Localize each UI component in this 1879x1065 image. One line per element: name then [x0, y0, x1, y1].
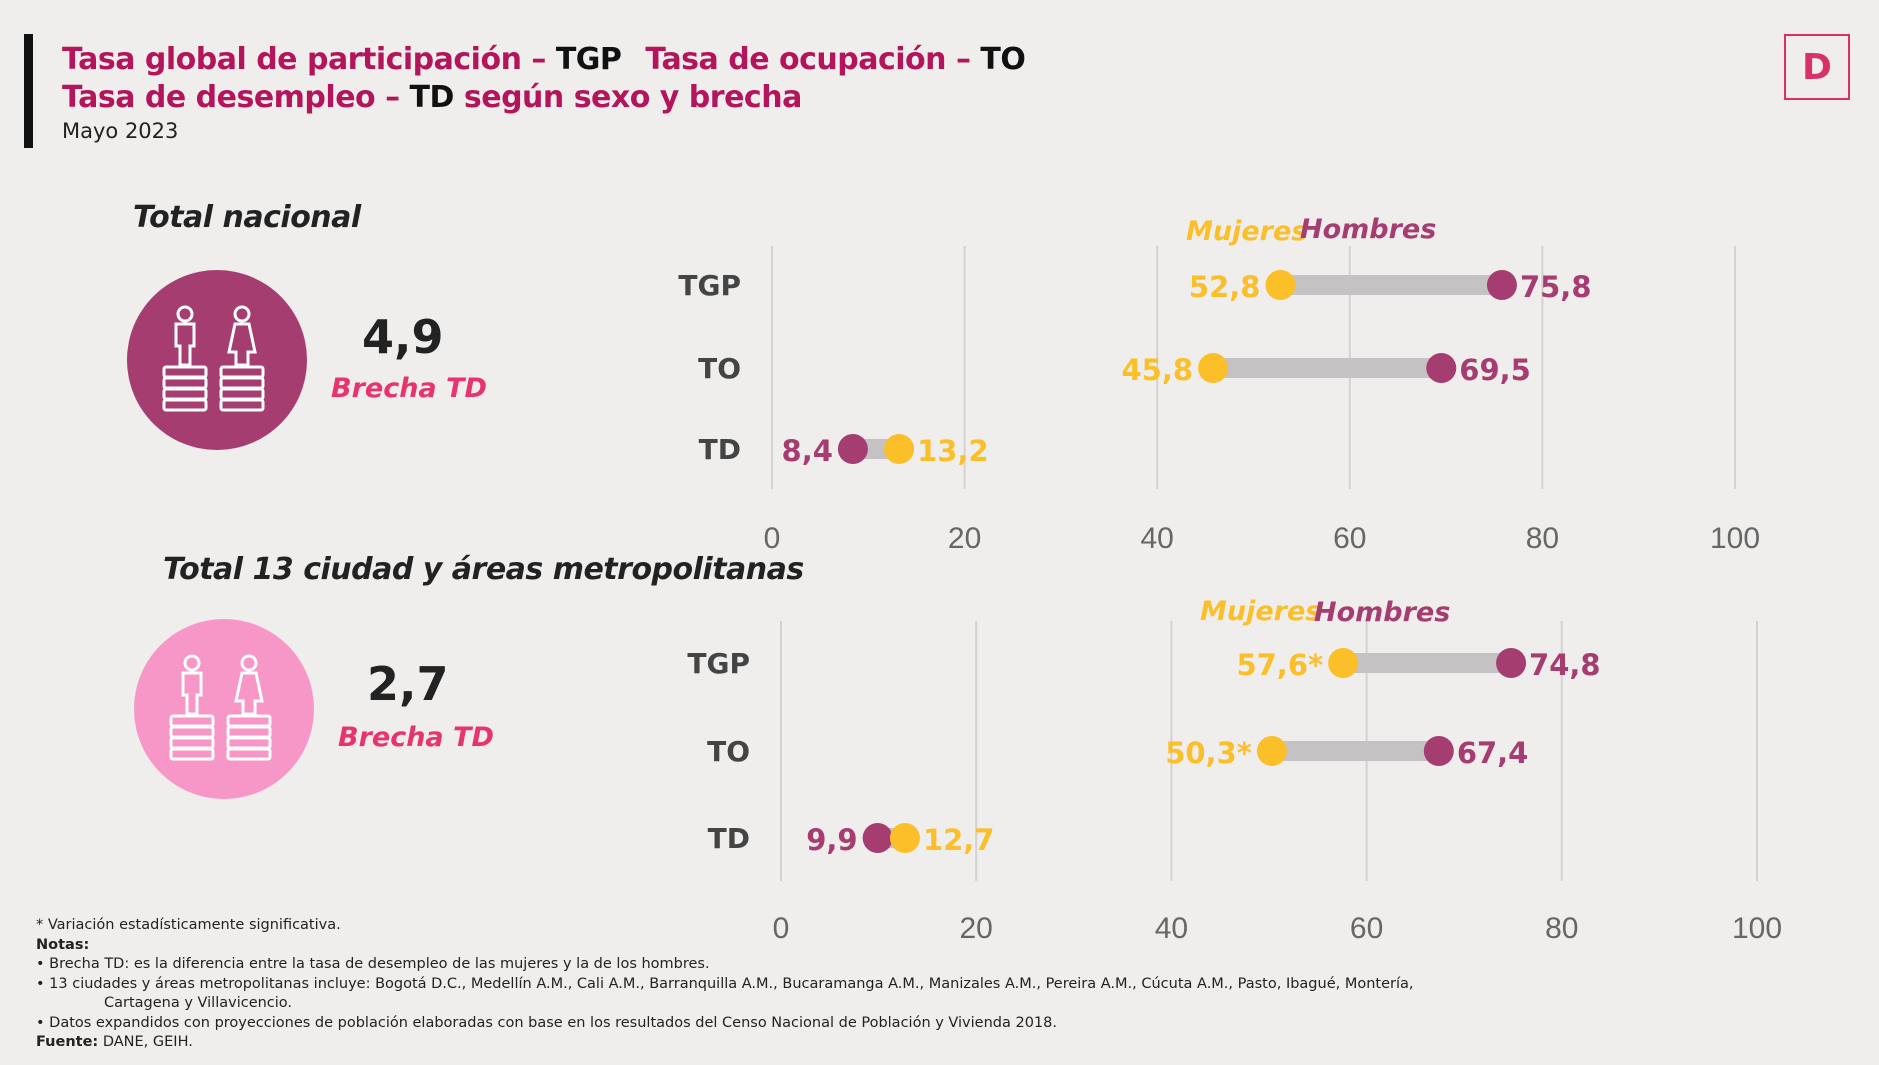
dot-hombres [1496, 648, 1527, 678]
value-label-mujeres: 50,3* [1165, 736, 1252, 770]
woman-head [233, 305, 251, 323]
note-3: • Datos expandidos con proyecciones de p… [36, 1014, 1057, 1031]
row-label-tgp: TGP [687, 647, 750, 680]
title-tgp: Tasa global de participación – [62, 42, 556, 77]
logo-letter: D [1802, 46, 1832, 88]
man-body [174, 322, 196, 367]
source: Fuente: DANE, GEIH. [36, 1033, 1414, 1053]
dot-mujeres [1265, 270, 1296, 300]
dot-hombres [1426, 353, 1457, 383]
row-label-td: TD [699, 433, 741, 466]
value-label-mujeres: 52,8 [1189, 270, 1261, 304]
dot-hombres [837, 434, 868, 464]
title-to-abbr: TO [980, 42, 1026, 77]
section-title-ciudades: Total 13 ciudad y áreas metropolitanas [163, 552, 804, 587]
x-tick-label: 100 [1710, 522, 1760, 555]
note-2: • 13 ciudades y áreas metropolitanas inc… [36, 975, 1414, 992]
woman-body [234, 671, 264, 716]
man-head [176, 305, 194, 323]
title-td-suffix: según sexo y brecha [453, 80, 802, 115]
row-label-td: TD [708, 822, 750, 855]
note-significance: * Variación estadísticamente significati… [36, 917, 341, 933]
x-tick-label: 60 [1350, 912, 1383, 945]
x-tick-label: 60 [1333, 522, 1366, 555]
row-label-to: TO [698, 352, 741, 385]
dot-hombres [1423, 736, 1454, 766]
coin [219, 398, 265, 412]
brecha-value-ciudades: 2,7 [367, 657, 449, 711]
man-body [181, 671, 203, 716]
x-tick-label: 80 [1545, 912, 1578, 945]
notes-label: Notas: [36, 936, 90, 953]
source-label: Fuente: [36, 1034, 99, 1050]
brecha-value-nacional: 4,9 [362, 310, 444, 364]
legend-mujeres: Mujeres [1186, 216, 1307, 247]
title-to: Tasa de ocupación – [645, 42, 981, 77]
dot-mujeres [1328, 648, 1359, 678]
value-label-hombres: 8,4 [782, 434, 833, 468]
page-title-line2: Tasa de desempleo – TD según sexo y brec… [62, 80, 802, 115]
row-label-tgp: TGP [678, 269, 741, 302]
x-tick-label: 0 [773, 912, 790, 945]
value-label-mujeres: 12,7 [923, 823, 995, 857]
value-label-mujeres: 13,2 [917, 434, 989, 468]
x-tick-label: 0 [764, 522, 781, 555]
value-label-hombres: 67,4 [1457, 736, 1529, 770]
men-women-coins-icon [127, 270, 307, 450]
dot-mujeres [889, 823, 920, 853]
row-label-to: TO [707, 735, 750, 768]
note-1: • Brecha TD: es la diferencia entre la t… [36, 956, 710, 972]
brecha-label-nacional: Brecha TD [331, 373, 487, 404]
value-label-hombres: 75,8 [1520, 270, 1592, 304]
dot-hombres [862, 823, 893, 853]
value-label-hombres: 74,8 [1529, 648, 1601, 682]
woman-body [227, 322, 257, 367]
men-women-coins-icon [134, 619, 314, 799]
title-td-abbr: TD [409, 80, 455, 115]
woman-head [240, 654, 258, 672]
value-label-hombres: 69,5 [1459, 353, 1531, 387]
x-tick-label: 40 [1155, 912, 1188, 945]
footnotes: * Variación estadísticamente significati… [36, 916, 1414, 1053]
legend-mujeres: Mujeres [1200, 596, 1321, 627]
man-head [183, 654, 201, 672]
page-subtitle: Mayo 2023 [62, 119, 179, 143]
coin [226, 747, 272, 761]
title-td: Tasa de desempleo – [62, 80, 410, 115]
x-tick-label: 20 [960, 912, 993, 945]
value-label-mujeres: 45,8 [1121, 353, 1193, 387]
dot-mujeres [1256, 736, 1287, 766]
note-2-cont: Cartagena y Villavicencio. [104, 995, 293, 1011]
source-text: DANE, GEIH. [98, 1034, 193, 1050]
coin [162, 398, 208, 412]
value-label-hombres: 9,9 [806, 823, 857, 857]
section-title-nacional: Total nacional [133, 200, 361, 235]
page-title-line1: Tasa global de participación – TGP Tasa … [62, 42, 1026, 77]
dot-hombres [1486, 270, 1517, 300]
legend-hombres: Hombres [1314, 597, 1450, 628]
legend-hombres: Hombres [1300, 214, 1436, 245]
x-tick-label: 80 [1526, 522, 1559, 555]
dot-mujeres [884, 434, 915, 464]
title-accent-bar [24, 34, 33, 148]
coin [169, 747, 215, 761]
x-tick-label: 40 [1141, 522, 1174, 555]
title-tgp-abbr: TGP [555, 42, 622, 77]
x-tick-label: 100 [1732, 912, 1782, 945]
brecha-label-ciudades: Brecha TD [338, 722, 494, 753]
dane-logo: D [1784, 34, 1850, 100]
x-tick-label: 20 [948, 522, 981, 555]
dot-mujeres [1198, 353, 1229, 383]
value-label-mujeres: 57,6* [1236, 648, 1323, 682]
